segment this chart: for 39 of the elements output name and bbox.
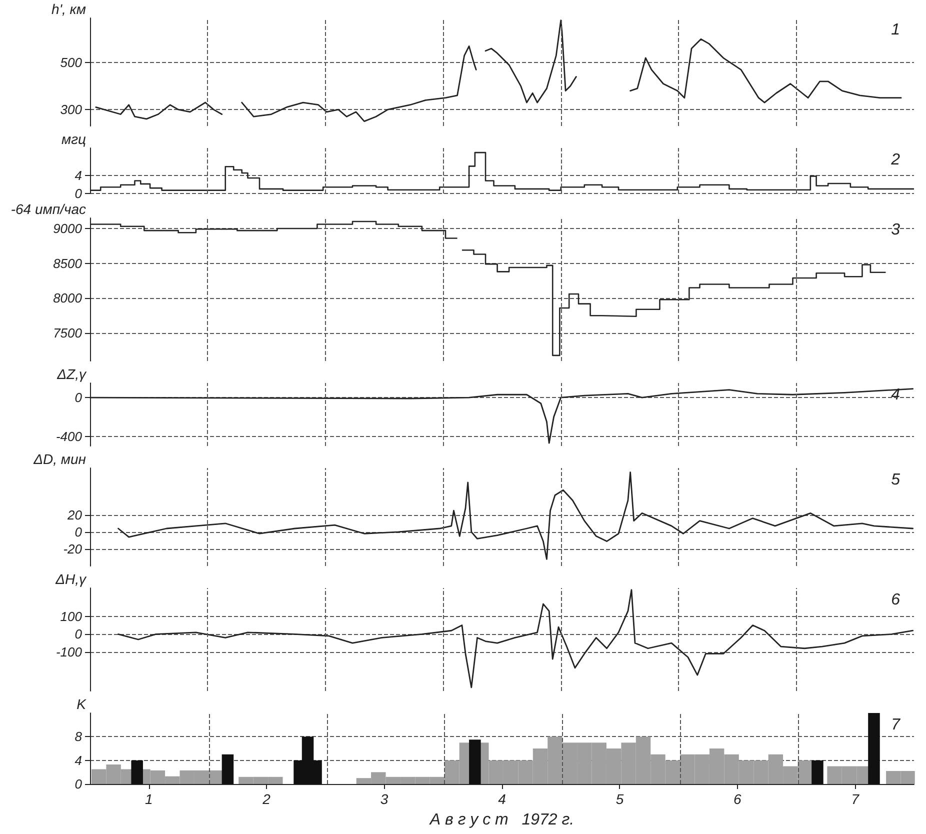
annotation: 2 <box>890 152 900 168</box>
y-tick-label: 0 <box>74 390 83 406</box>
y-tick-label: 0 <box>74 186 83 201</box>
annotation: 5 <box>891 472 900 488</box>
y-axis-title: K <box>76 696 87 712</box>
y-tick-label: -100 <box>56 644 83 660</box>
y-tick-label: 8 <box>74 729 83 744</box>
y-axis-title: ΔZ,γ <box>56 366 87 382</box>
x-tick-label: 2 <box>262 791 271 807</box>
y-tick-label: 7500 <box>53 326 83 341</box>
annotation: 6 <box>891 592 900 608</box>
y-tick-label: 300 <box>60 102 83 118</box>
y-tick-label: 500 <box>60 55 83 70</box>
x-tick-label: 6 <box>734 791 742 807</box>
y-tick-label: 8500 <box>53 256 83 271</box>
y-tick-label: 0 <box>74 626 83 642</box>
x-tick-label: 7 <box>851 791 860 807</box>
y-tick-label: 8000 <box>53 290 83 306</box>
y-axis-title: ΔH,γ <box>54 571 87 587</box>
y-tick-label: 100 <box>60 608 83 624</box>
y-axis-title: мгц <box>61 131 86 147</box>
x-tick-label: 4 <box>498 791 506 807</box>
y-tick-label: -20 <box>63 541 83 556</box>
y-axis-title: -64 имп/час <box>10 201 86 217</box>
y-axis-title: h', км <box>52 1 86 17</box>
y-tick-label: -400 <box>56 428 83 444</box>
annotation: 1 <box>891 22 900 38</box>
y-tick-label: 20 <box>66 507 83 522</box>
y-axis-title: ΔD, мин <box>32 451 86 467</box>
x-tick-label: 1 <box>144 791 153 807</box>
y-tick-label: 4 <box>74 752 82 768</box>
annotation: 7 <box>891 716 902 734</box>
y-tick-label: 0 <box>74 776 83 792</box>
x-axis-title: А в г у с т 1972 г. <box>428 812 574 828</box>
y-tick-label: 4 <box>74 168 82 183</box>
x-tick-label: 5 <box>616 791 624 807</box>
y-tick-label: 0 <box>74 524 83 540</box>
x-tick-label: 3 <box>380 791 388 807</box>
y-tick-label: 9000 <box>53 220 83 236</box>
